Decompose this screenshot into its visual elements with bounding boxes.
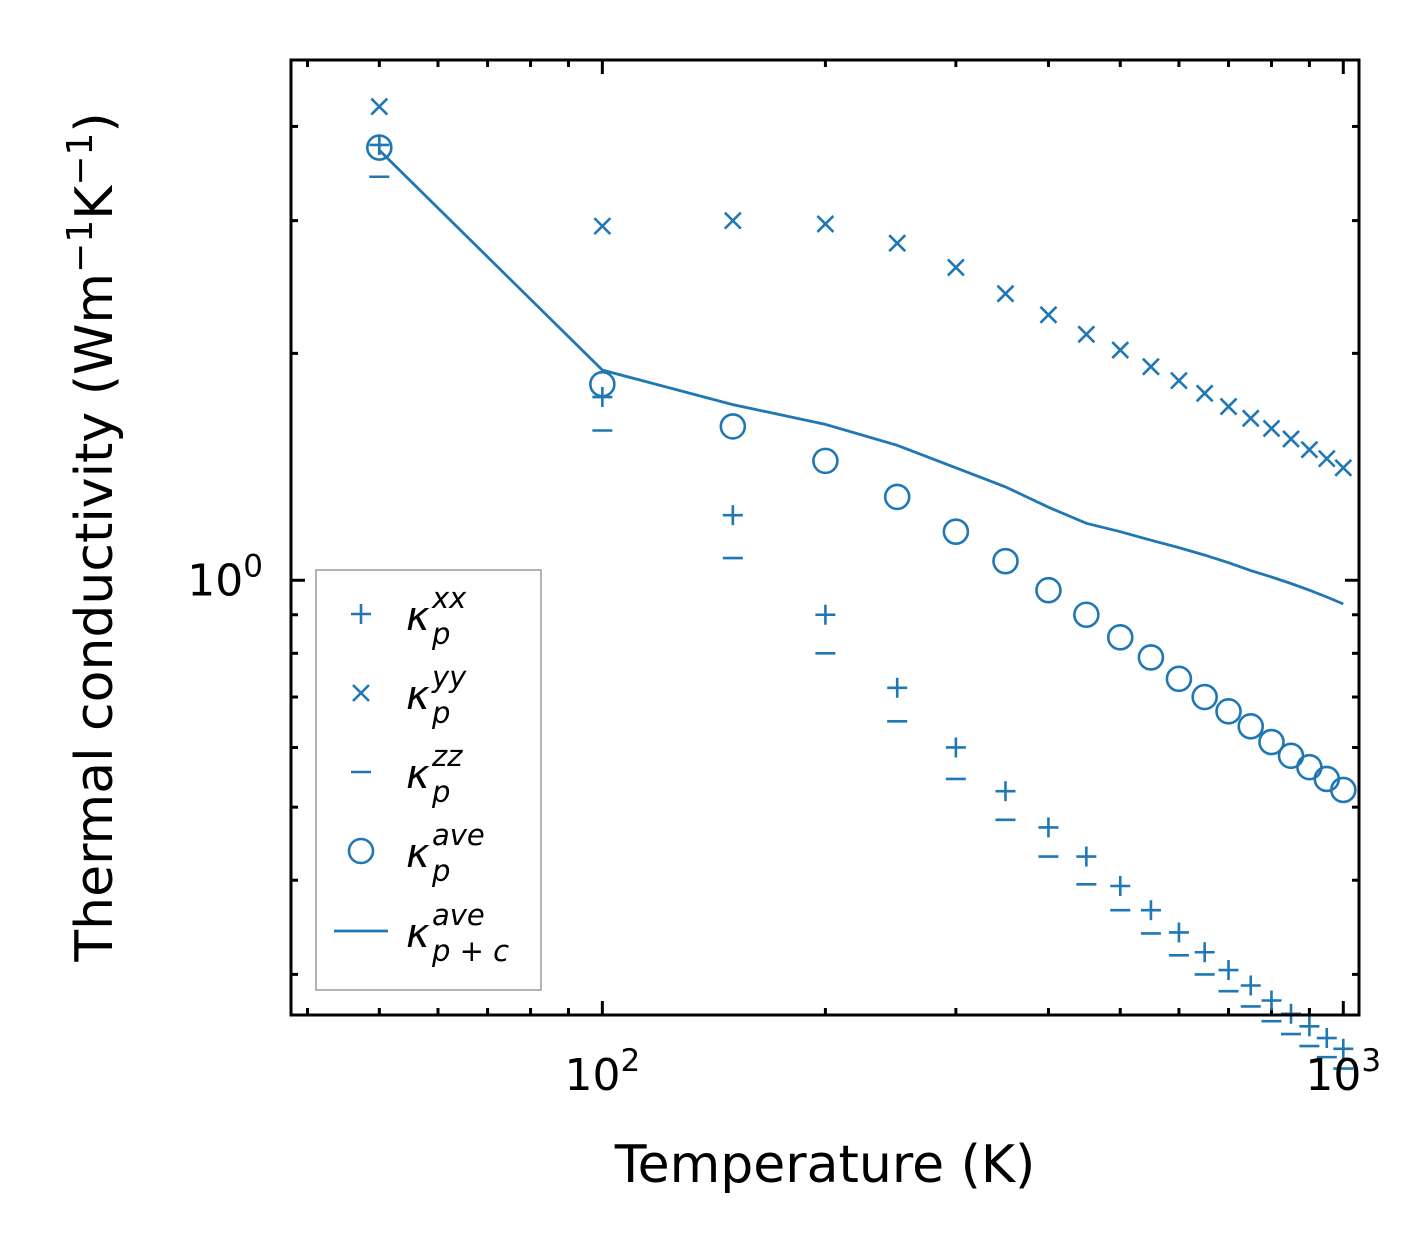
x-axis-label: Temperature (K): [614, 1135, 1036, 1195]
point-kave: [1137, 644, 1165, 671]
point-kyy: [1195, 384, 1214, 403]
point-kave: [366, 134, 393, 161]
point-kxx: [1076, 846, 1097, 867]
y-axis-label-base: Thermal conductivity (Wm: [65, 273, 125, 963]
point-kave: [1277, 742, 1305, 770]
y-axis-label-end: ): [65, 112, 125, 132]
point-kave: [883, 483, 911, 511]
point-kyy: [946, 258, 965, 277]
x-tick-label: 103: [1305, 1043, 1381, 1101]
legend-frame: [315, 569, 542, 991]
y-tick-label: 100: [187, 548, 263, 606]
point-kxx: [1110, 875, 1131, 896]
point-kyy: [1111, 341, 1130, 360]
point-kave: [992, 547, 1019, 575]
point-kyy: [1142, 357, 1160, 376]
point-kyy: [1262, 419, 1281, 438]
point-kyy: [996, 284, 1015, 303]
point-kave: [1237, 713, 1265, 740]
point-kyy: [370, 97, 389, 116]
point-kxx: [1261, 990, 1282, 1011]
point-kxx: [1240, 975, 1261, 996]
point-kxx: [1299, 1016, 1320, 1037]
point-kyy: [1282, 429, 1300, 448]
point-kave: [1215, 698, 1242, 725]
legend: κxx p κyy p κzz p κave p κave p + c: [315, 569, 542, 991]
point-kave: [1258, 728, 1285, 756]
point-kxx: [1333, 1038, 1354, 1059]
point-kyy: [1077, 325, 1096, 344]
point-kave: [719, 413, 747, 440]
tick-labels: 102 103 100: [187, 548, 1381, 1101]
legend-label-kzz: κzz p: [406, 739, 463, 809]
point-kxx: [995, 781, 1016, 802]
point-kyy: [1317, 449, 1336, 468]
y-axis-label: Thermal conductivity (Wm−1K−1): [60, 112, 125, 962]
y-axis-label-sup1: −1: [60, 220, 101, 273]
legend-handle-kave: [347, 837, 375, 865]
legend-label-kave_pc: κave p + c: [406, 898, 509, 968]
point-kyy: [1300, 440, 1319, 459]
series-line-kave_pc: [378, 149, 1344, 606]
point-kyy: [1039, 305, 1058, 324]
y-axis-label-sup2: −1: [60, 133, 101, 186]
point-kxx: [1218, 960, 1239, 981]
point-kyy: [1219, 397, 1238, 416]
legend-label-kave: κave p: [406, 818, 485, 888]
point-kyy: [816, 214, 835, 233]
point-kxx: [722, 505, 743, 526]
point-kxx: [815, 604, 836, 625]
point-kave: [589, 370, 616, 398]
point-kyy: [593, 217, 612, 236]
point-kave: [1165, 665, 1193, 693]
legend-label-kxx: κxx p: [406, 581, 467, 651]
point-kxx: [1038, 817, 1059, 838]
legend-label-kyy: κyy p: [406, 660, 467, 730]
legend-handle-kxx: [351, 604, 371, 624]
point-kave: [1073, 601, 1100, 629]
point-kxx: [1316, 1028, 1337, 1049]
point-kave: [1313, 765, 1341, 793]
point-kave: [942, 518, 970, 545]
point-kave: [1106, 624, 1134, 651]
point-kyy: [1334, 458, 1353, 477]
x-tick-label: 102: [564, 1043, 640, 1101]
point-kyy: [723, 211, 742, 230]
plot-area: [366, 97, 1357, 1070]
point-kave: [1329, 776, 1357, 804]
legend-handle-kyy: [352, 684, 370, 702]
point-kxx: [1140, 900, 1161, 921]
point-kxx: [1194, 942, 1215, 963]
point-kave: [1191, 683, 1218, 711]
y-axis-label-mid: K: [65, 184, 125, 220]
point-kxx: [945, 737, 966, 758]
point-kave: [1296, 753, 1323, 781]
point-kxx: [1168, 922, 1189, 943]
point-kxx: [887, 677, 908, 698]
point-kave: [812, 447, 839, 475]
plot-frame: [289, 58, 1361, 1017]
point-kyy: [1170, 371, 1188, 390]
point-kyy: [1241, 409, 1260, 428]
point-kave: [1035, 576, 1062, 604]
point-kyy: [888, 234, 907, 253]
